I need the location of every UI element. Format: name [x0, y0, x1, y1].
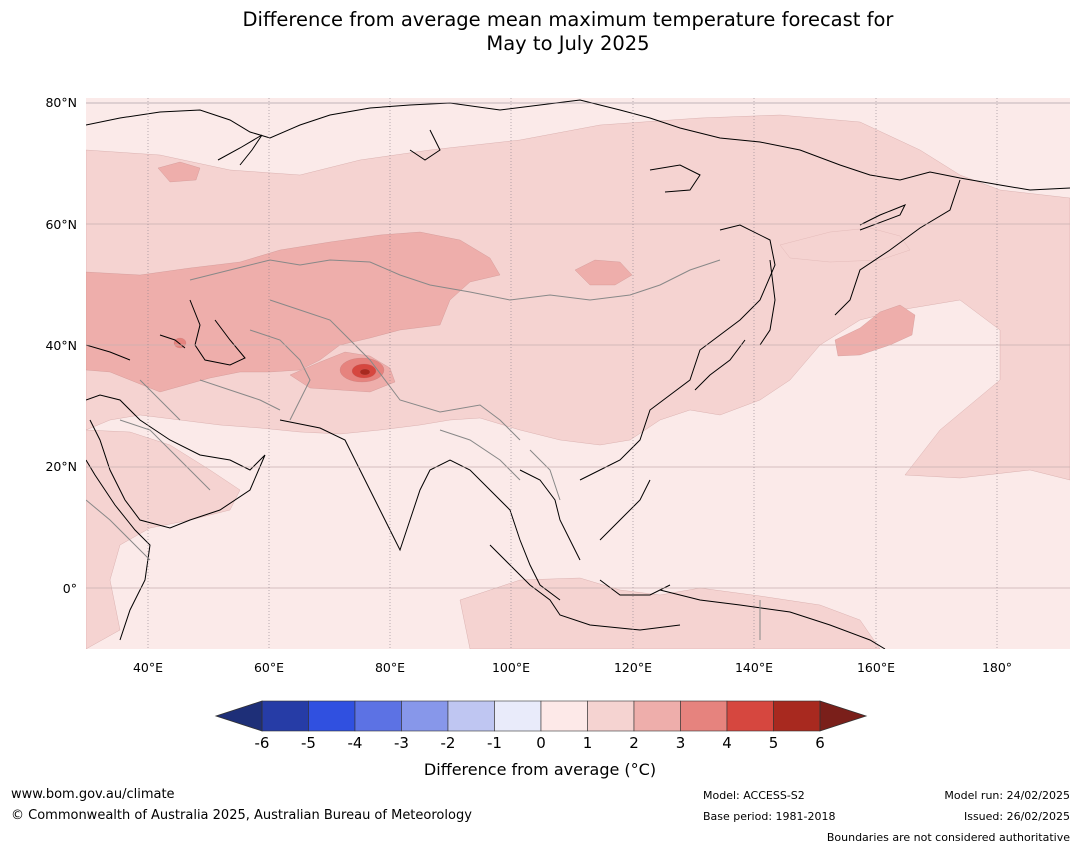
footer-model: Model: ACCESS-S2	[703, 789, 805, 802]
lon-label-120e: 120°E	[614, 660, 652, 675]
title-line-2: May to July 2025	[486, 32, 650, 55]
anomaly-band-2-3-pacific	[834, 304, 916, 357]
colorbar-under-arrow	[214, 700, 263, 732]
footer-copyright: © Commonwealth of Australia 2025, Austra…	[11, 808, 472, 823]
colorbar-cell	[633, 700, 681, 732]
lat-label-80n: 80°N	[45, 95, 77, 110]
lat-label-60n: 60°N	[45, 217, 77, 232]
anomaly-band-1-2-indonesia	[459, 577, 881, 649]
footer-base-period: Base period: 1981-2018	[703, 810, 836, 823]
colorbar-cell	[401, 700, 449, 732]
colorbar-cell	[773, 700, 821, 732]
colorbar-tick-label: -2	[441, 734, 456, 752]
colorbar-tick-label: -5	[301, 734, 316, 752]
colorbar-tick-label: 5	[769, 734, 779, 752]
graticule	[86, 98, 1070, 649]
colorbar-cell	[308, 700, 356, 732]
colorbar-cell	[587, 700, 635, 732]
lon-label-140e: 140°E	[735, 660, 773, 675]
colorbar-ticks: -6 -5 -4 -3 -2 -1 0 1 2 3 4 5 6	[255, 734, 825, 752]
lon-label-180: 180°	[982, 660, 1012, 675]
anomaly-band-5-6-hotspot	[359, 368, 371, 376]
lon-label-40e: 40°E	[133, 660, 163, 675]
anomaly-band-2-3-north	[157, 161, 201, 183]
colorbar-label: Difference from average (°C)	[423, 760, 657, 779]
footer-disclaimer: Boundaries are not considered authoritat…	[826, 831, 1070, 844]
colorbar-tick-label: -4	[348, 734, 363, 752]
anomaly-band-2-3-mongolia	[574, 259, 633, 286]
colorbar-cell	[494, 700, 542, 732]
lat-label-40n: 40°N	[45, 338, 77, 353]
colorbar-cell	[680, 700, 728, 732]
lon-label-160e: 160°E	[857, 660, 895, 675]
lon-label-60e: 60°E	[254, 660, 284, 675]
colorbar-cell	[540, 700, 588, 732]
lat-label-0: 0°	[63, 581, 77, 596]
colorbar-tick-label: -1	[487, 734, 502, 752]
colorbar-tick-label: 4	[722, 734, 732, 752]
colorbar-tick-label: -6	[255, 734, 270, 752]
anomaly-band-3-4-caucasus	[173, 337, 187, 349]
lat-label-20n: 20°N	[45, 459, 77, 474]
footer-issued: Issued: 26/02/2025	[963, 810, 1070, 823]
colorbar-cell	[726, 700, 774, 732]
footer-model-run: Model run: 24/02/2025	[944, 789, 1070, 802]
colorbar: -6 -5 -4 -3 -2 -1 0 1 2 3 4 5 6	[214, 700, 868, 752]
colorbar-tick-label: 2	[629, 734, 639, 752]
colorbar-cells	[261, 700, 821, 732]
country-borders	[86, 259, 761, 640]
lon-label-80e: 80°E	[375, 660, 405, 675]
coastlines	[86, 99, 1070, 649]
map-layers	[86, 98, 1070, 649]
colorbar-tick-label: 6	[815, 734, 825, 752]
map-title: Difference from average mean maximum tem…	[0, 8, 1081, 56]
colorbar-cell	[354, 700, 402, 732]
colorbar-cell	[447, 700, 495, 732]
colorbar-tick-label: 1	[583, 734, 593, 752]
colorbar-over-arrow	[819, 700, 868, 732]
colorbar-cell	[261, 700, 309, 732]
forecast-map: 80°N 60°N 40°N 20°N 0° 40°E 60°E 80°E 10…	[45, 95, 1070, 675]
colorbar-tick-label: 3	[676, 734, 686, 752]
lon-label-100e: 100°E	[492, 660, 530, 675]
title-line-1: Difference from average mean maximum tem…	[242, 8, 894, 31]
footer-site: www.bom.gov.au/climate	[11, 787, 175, 802]
anomaly-band-2-3-central-asia	[86, 231, 501, 393]
anomaly-band-1-2-north-pacific-strip	[779, 227, 911, 263]
colorbar-tick-label: 0	[536, 734, 546, 752]
colorbar-tick-label: -3	[394, 734, 409, 752]
